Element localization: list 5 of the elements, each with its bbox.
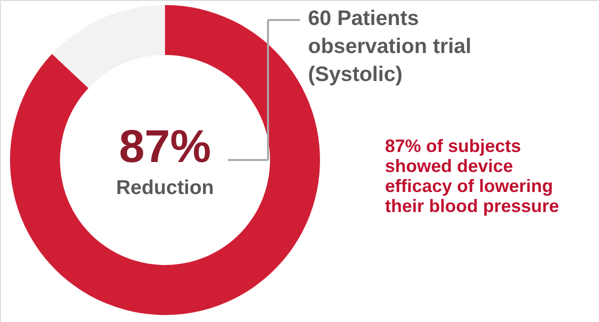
text: 87% of subjects showed device efficacy of lowering their blood pressure (385, 136, 560, 216)
text: 60 Patients observation trial (Systolic) (308, 7, 472, 86)
data-label: 87% (118, 120, 212, 172)
donut-slice (52, 5, 165, 88)
text: Reduction (116, 177, 214, 199)
